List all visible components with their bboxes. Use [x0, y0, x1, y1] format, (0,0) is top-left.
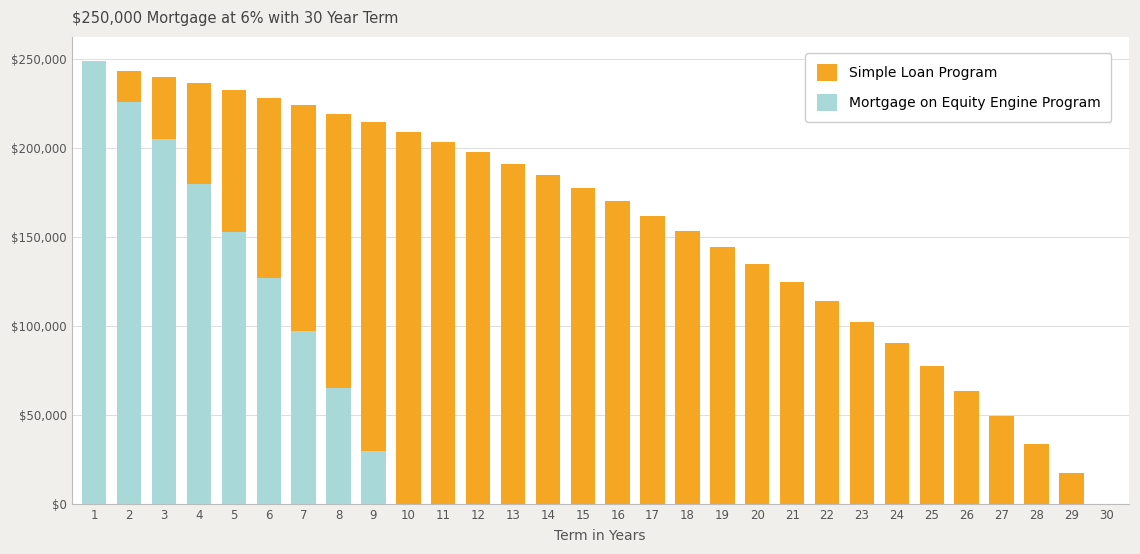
Bar	[221, 90, 246, 504]
Bar	[221, 232, 246, 504]
Bar	[1024, 444, 1049, 504]
Bar	[605, 202, 630, 504]
Bar	[396, 132, 421, 504]
Bar	[746, 264, 770, 504]
Bar	[885, 343, 909, 504]
Legend: Simple Loan Program, Mortgage on Equity Engine Program: Simple Loan Program, Mortgage on Equity …	[806, 53, 1112, 122]
Bar	[82, 61, 106, 504]
Bar	[187, 83, 211, 504]
Bar	[466, 152, 490, 504]
Bar	[780, 282, 805, 504]
Bar	[675, 231, 700, 504]
Bar	[815, 301, 839, 504]
Bar	[82, 65, 106, 504]
Bar	[431, 142, 456, 504]
Bar	[571, 188, 595, 504]
Bar	[849, 321, 874, 504]
Bar	[256, 98, 280, 504]
Bar	[710, 247, 734, 504]
Bar	[117, 70, 141, 504]
Bar	[641, 216, 665, 504]
Bar	[256, 278, 280, 504]
Bar	[152, 76, 177, 504]
Bar	[920, 366, 944, 504]
Bar	[326, 388, 351, 504]
Bar	[152, 139, 177, 504]
Bar	[326, 114, 351, 504]
Bar	[1059, 473, 1083, 504]
Bar	[361, 122, 385, 504]
Bar	[536, 176, 560, 504]
Bar	[500, 163, 526, 504]
X-axis label: Term in Years: Term in Years	[554, 529, 646, 543]
Text: $250,000 Mortgage at 6% with 30 Year Term: $250,000 Mortgage at 6% with 30 Year Ter…	[72, 11, 398, 26]
Bar	[187, 184, 211, 504]
Bar	[361, 451, 385, 504]
Bar	[990, 417, 1013, 504]
Bar	[292, 331, 316, 504]
Bar	[117, 102, 141, 504]
Bar	[954, 391, 979, 504]
Bar	[292, 105, 316, 504]
